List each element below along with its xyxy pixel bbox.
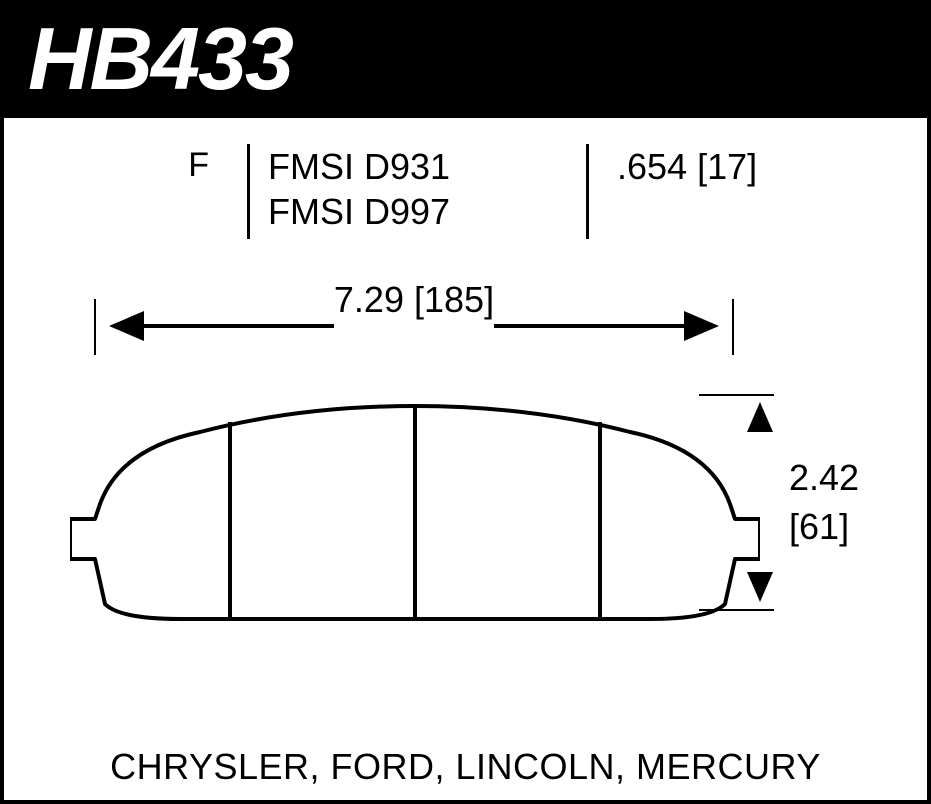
thickness-value: .654 [17] — [607, 144, 757, 188]
fmsi-code-2: FMSI D997 — [268, 189, 568, 234]
width-label: 7.29 [185] — [94, 279, 734, 321]
dim-line-right — [494, 324, 694, 328]
brake-pad-outline — [70, 404, 760, 629]
height-mm: 61 — [799, 506, 839, 547]
height-mm-wrap: [61] — [789, 503, 859, 552]
divider — [247, 144, 250, 239]
arrowhead-up-icon — [747, 402, 773, 432]
height-in: 2.42 — [789, 454, 859, 503]
height-label: 2.42 [61] — [789, 454, 859, 551]
thickness-mm: 17 — [707, 146, 747, 187]
width-in: 7.29 — [334, 279, 404, 320]
header-bar: HB433 — [0, 0, 931, 118]
extension-line-top — [699, 394, 774, 396]
vehicle-applications: CHRYSLER, FORD, LINCOLN, MERCURY — [4, 746, 927, 788]
spec-row: F FMSI D931 FMSI D997 .654 [17] — [4, 118, 927, 239]
extension-line-bottom — [699, 609, 774, 611]
dim-line-left — [134, 324, 334, 328]
fmsi-code-1: FMSI D931 — [268, 144, 568, 189]
divider — [586, 144, 589, 239]
content-area: F FMSI D931 FMSI D997 .654 [17] 7.29 [18… — [0, 118, 931, 804]
thickness-in: .654 — [617, 146, 687, 187]
fmsi-codes: FMSI D931 FMSI D997 — [268, 144, 568, 234]
arrowhead-down-icon — [747, 572, 773, 602]
height-dimension: 2.42 [61] — [759, 394, 899, 624]
compound-code: F — [144, 144, 229, 185]
arrowhead-right-icon — [684, 311, 719, 341]
part-number: HB433 — [28, 8, 292, 110]
width-dimension: 7.29 [185] — [94, 289, 734, 369]
diagram-area: 7.29 [185] 2.42 [61] — [4, 289, 927, 689]
width-mm: 185 — [424, 279, 484, 320]
